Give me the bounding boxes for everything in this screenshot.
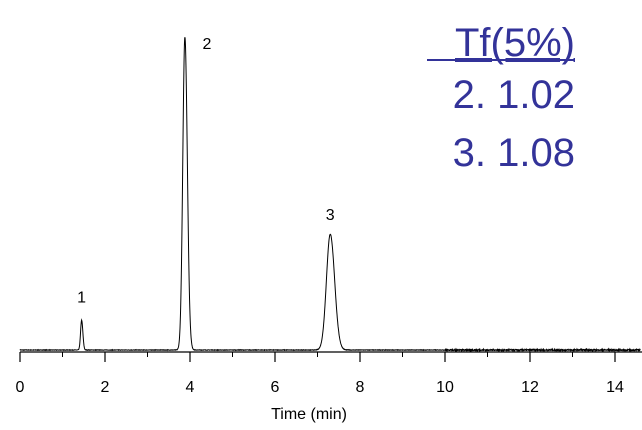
tailing-factor-annotation: Tf(5%) 2. 1.02 3. 1.08 bbox=[427, 21, 575, 175]
peak-labels: 1 2 3 bbox=[77, 36, 335, 306]
x-tick-label-6: 6 bbox=[271, 379, 280, 396]
x-axis-tick-labels: 0 2 4 6 8 10 12 14 bbox=[16, 379, 624, 396]
x-tick-label-10: 10 bbox=[436, 379, 454, 396]
tf-value-peak-3: 3. 1.08 bbox=[453, 131, 575, 175]
peak-label-2: 2 bbox=[202, 36, 211, 53]
peak-label-3: 3 bbox=[326, 207, 335, 224]
x-tick-label-8: 8 bbox=[356, 379, 365, 396]
x-tick-label-12: 12 bbox=[521, 379, 539, 396]
x-tick-label-14: 14 bbox=[606, 379, 624, 396]
x-tick-label-0: 0 bbox=[16, 379, 25, 396]
x-tick-label-4: 4 bbox=[186, 379, 195, 396]
chromatogram-trace bbox=[19, 37, 641, 353]
tf-header: Tf(5%) bbox=[455, 21, 575, 65]
x-axis-ticks bbox=[19, 352, 616, 362]
tf-value-peak-2: 2. 1.02 bbox=[453, 73, 575, 117]
peak-label-1: 1 bbox=[77, 289, 86, 306]
x-tick-label-2: 2 bbox=[101, 379, 110, 396]
x-axis-title: Time (min) bbox=[271, 406, 347, 423]
